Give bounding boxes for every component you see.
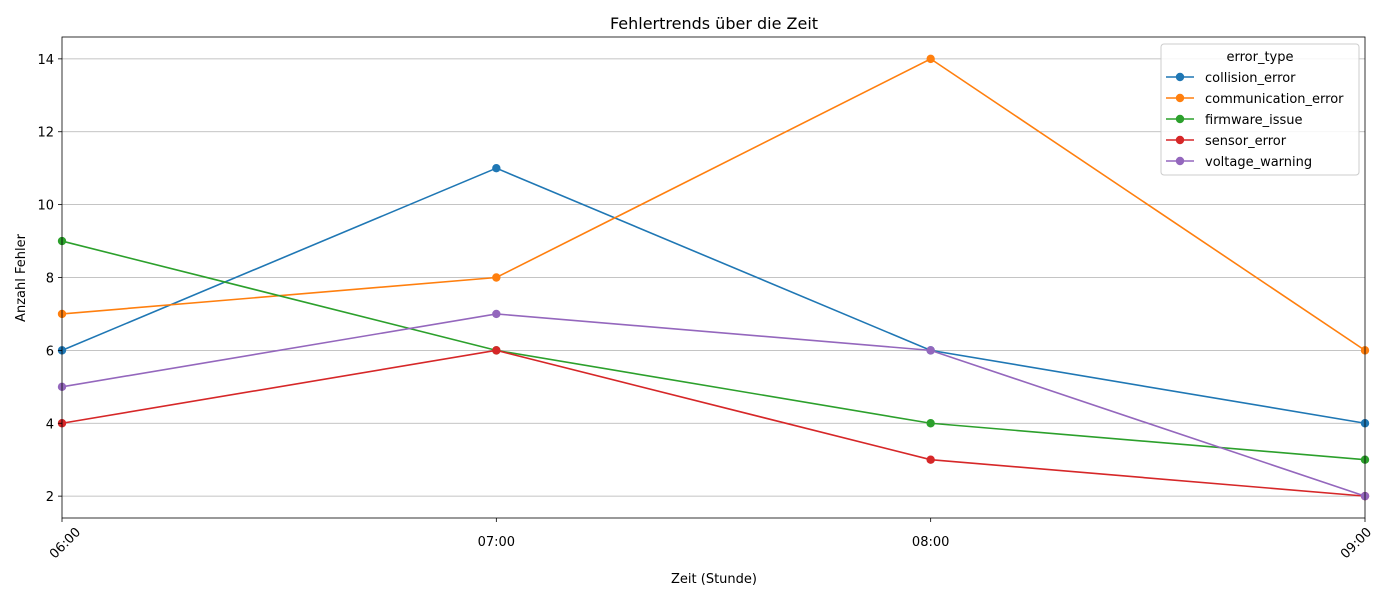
legend: error_type collision_error communication_e… xyxy=(1160,43,1360,176)
legend-title: error_type xyxy=(1226,50,1293,65)
data-point xyxy=(926,54,935,64)
y-tick-label: 12 xyxy=(37,126,54,141)
series-line xyxy=(61,349,1366,497)
y-tick-label: 2 xyxy=(46,490,54,505)
series-collision_error xyxy=(57,163,1370,428)
plot-frame xyxy=(61,36,1366,519)
x-axis-label: Zeit (Stunde) xyxy=(671,572,757,587)
y-tick-label: 10 xyxy=(37,199,54,214)
x-tick-label: 06:00 xyxy=(47,525,84,562)
legend-label: collision_error xyxy=(1205,71,1296,86)
data-point xyxy=(926,346,935,355)
data-point xyxy=(492,309,501,319)
series-line xyxy=(61,240,1366,461)
series-line xyxy=(61,167,1366,425)
legend-item: sensor_error xyxy=(1166,134,1287,149)
legend-item: firmware_issue xyxy=(1166,113,1303,128)
legend-item: collision_error xyxy=(1166,71,1296,86)
data-point xyxy=(926,455,935,464)
y-axis-label: Anzahl Fehler xyxy=(14,233,29,322)
legend-swatch-marker xyxy=(1175,156,1185,166)
legend-label: sensor_error xyxy=(1205,134,1287,149)
data-point xyxy=(492,163,501,173)
y-tick-label: 6 xyxy=(46,344,54,359)
y-tick-label: 8 xyxy=(46,272,54,287)
x-tick-label: 07:00 xyxy=(478,535,515,550)
legend-item: communication_error xyxy=(1166,92,1344,107)
legend-label: voltage_warning xyxy=(1205,155,1312,170)
legend-item: voltage_warning xyxy=(1166,155,1312,170)
legend-label: firmware_issue xyxy=(1205,113,1303,128)
series-line xyxy=(61,313,1366,497)
legend-swatch-marker xyxy=(1175,72,1185,82)
y-tick-label: 4 xyxy=(46,417,54,432)
x-tick-label: 08:00 xyxy=(912,535,949,550)
y-tick-label: 14 xyxy=(37,53,54,68)
chart-title: Fehlertrends über die Zeit xyxy=(610,14,818,33)
legend-label: communication_error xyxy=(1205,92,1344,107)
legend-swatch-marker xyxy=(1175,93,1185,103)
legend-swatch-marker xyxy=(1175,114,1185,124)
x-tick-label: 09:00 xyxy=(1338,525,1375,562)
legend-swatch-marker xyxy=(1175,135,1185,145)
data-point xyxy=(926,419,935,428)
data-point xyxy=(492,346,501,355)
data-point xyxy=(492,273,501,282)
legend-box xyxy=(1160,43,1360,176)
